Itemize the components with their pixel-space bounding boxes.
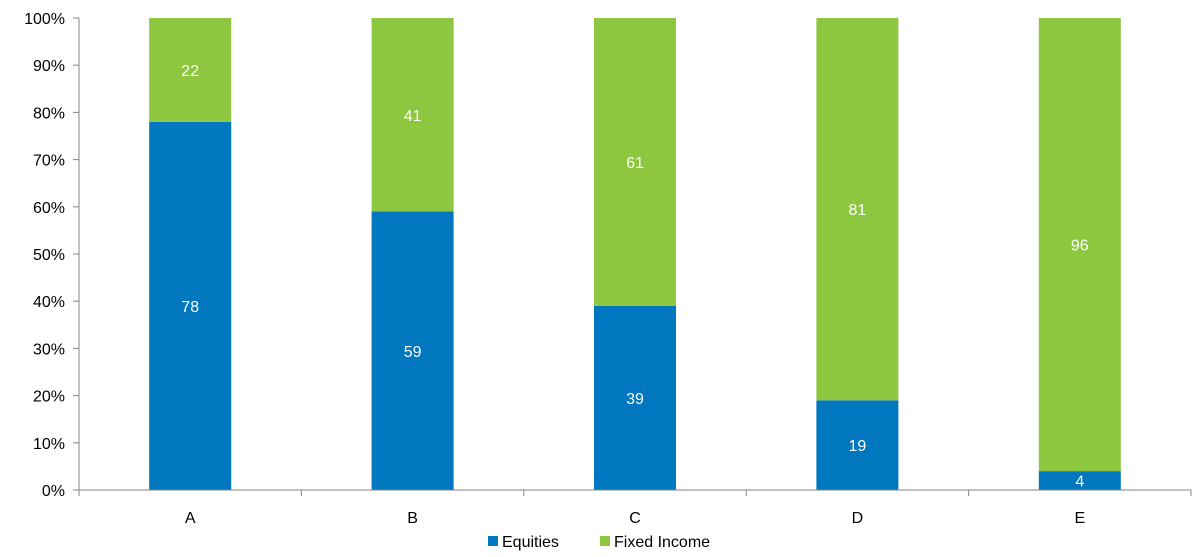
data-label: 96	[1071, 238, 1089, 255]
data-label: 39	[626, 391, 644, 408]
y-tick-label: 70%	[33, 153, 65, 170]
y-tick-label: 10%	[33, 436, 65, 453]
x-category-label: C	[629, 510, 641, 527]
x-category-label: D	[852, 510, 864, 527]
data-label: 22	[181, 63, 199, 80]
data-label: 81	[849, 202, 867, 219]
y-tick-label: 40%	[33, 294, 65, 311]
y-tick-label: 100%	[24, 11, 65, 28]
data-label: 41	[404, 108, 422, 125]
y-tick-label: 20%	[33, 389, 65, 406]
y-tick-label: 60%	[33, 200, 65, 217]
y-tick-label: 80%	[33, 105, 65, 122]
x-category-label: B	[407, 510, 418, 527]
legend: Equities Fixed Income	[488, 534, 710, 551]
bars-group: 78 22 59 41 39 61 19 81 4 96	[149, 18, 1121, 491]
legend-label: Fixed Income	[614, 534, 710, 551]
bar-fixed-income-A	[149, 18, 232, 122]
axes	[73, 17, 1192, 496]
legend-swatch	[600, 536, 610, 546]
data-label: 59	[404, 344, 422, 361]
x-category-label: E	[1074, 510, 1085, 527]
data-label: 4	[1075, 474, 1084, 491]
bar-equities-C	[594, 305, 676, 490]
data-label: 19	[849, 438, 867, 455]
bar-equities-D	[816, 400, 899, 490]
data-label: 78	[181, 299, 199, 316]
y-axis-ticks: 0% 10% 20% 30% 40% 50% 60% 70% 80% 90% 100%	[24, 11, 65, 500]
bar-equities-A	[149, 121, 232, 490]
y-tick-label: 0%	[42, 483, 65, 500]
y-tick-label: 50%	[33, 247, 65, 264]
bar-fixed-income-B	[371, 18, 454, 212]
legend-swatch	[488, 536, 498, 546]
data-label: 61	[626, 155, 644, 172]
legend-label: Equities	[502, 534, 559, 551]
y-tick-label: 90%	[33, 58, 65, 75]
y-tick-label: 30%	[33, 341, 65, 358]
bar-fixed-income-C	[594, 18, 676, 306]
bar-equities-B	[371, 211, 454, 490]
bar-equities-E	[1038, 471, 1121, 490]
x-axis-labels: A B C D E	[185, 510, 1085, 527]
x-category-label: A	[185, 510, 196, 527]
bar-fixed-income-D	[816, 18, 899, 401]
bar-fixed-income-E	[1038, 18, 1121, 472]
